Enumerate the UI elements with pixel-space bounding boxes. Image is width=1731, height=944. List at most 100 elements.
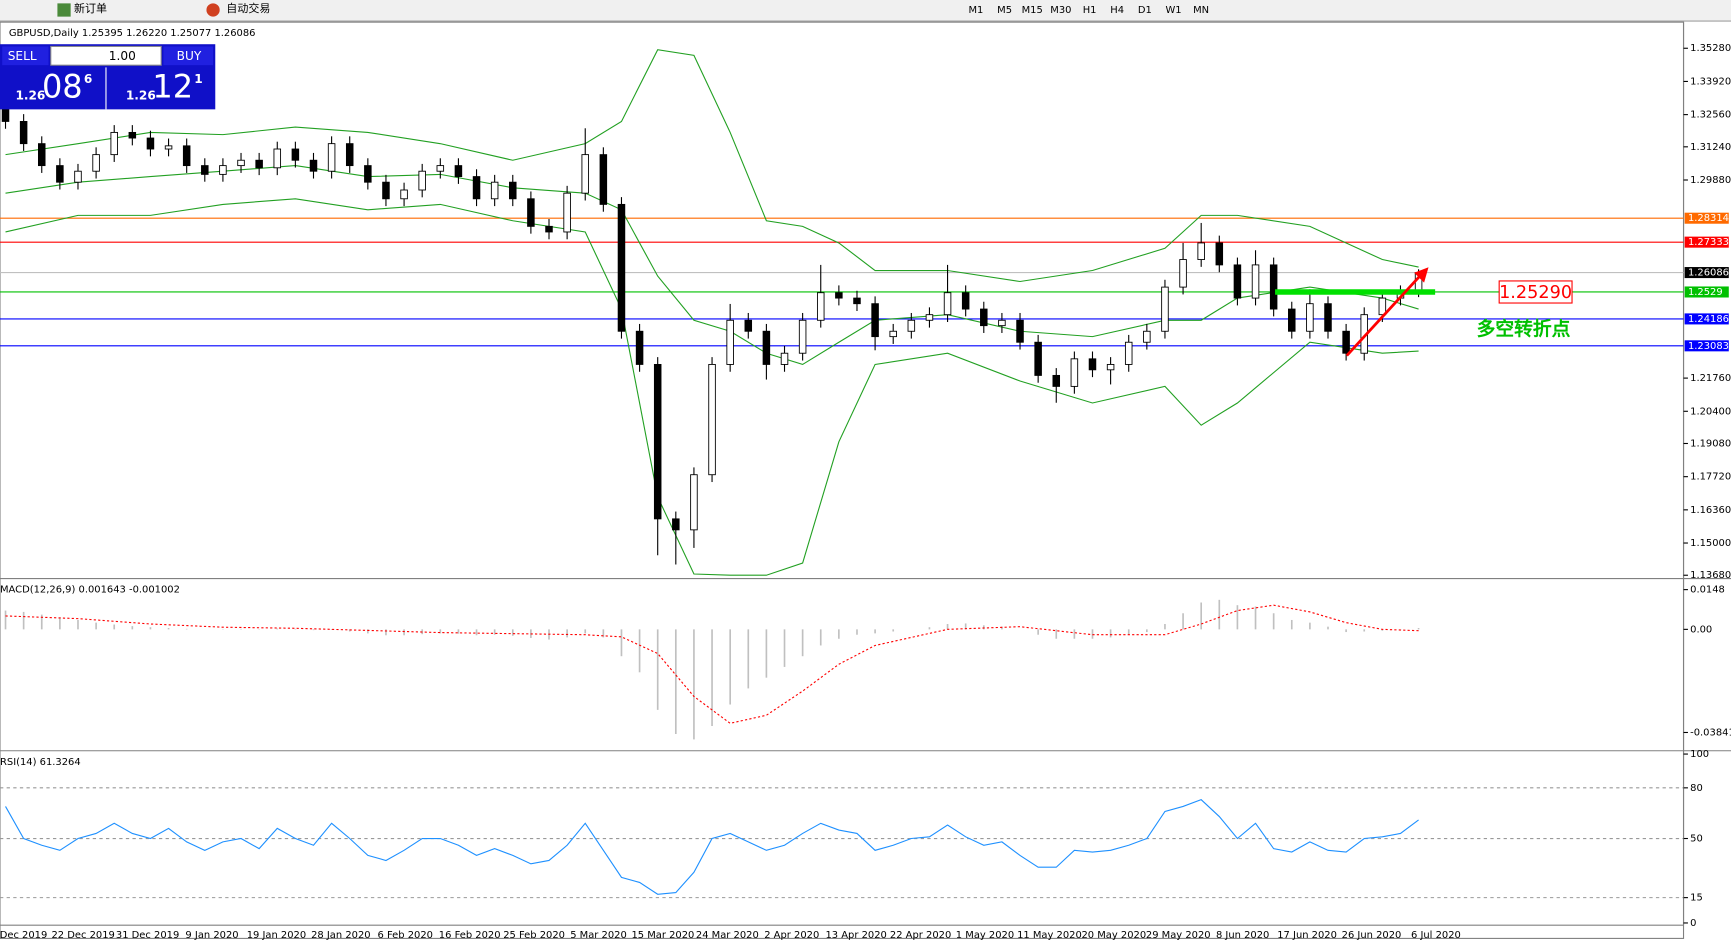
sell-price-big[interactable]: 1.26	[15, 89, 45, 103]
candle-body	[345, 143, 354, 167]
timeframe-button[interactable]: MN	[1193, 5, 1209, 16]
level-label-box	[1684, 267, 1729, 279]
candle-body	[762, 330, 771, 365]
pivot-label-box	[1498, 280, 1573, 304]
candle-body	[527, 198, 535, 227]
timeframe-button[interactable]: H1	[1083, 5, 1097, 16]
candle-body	[1124, 341, 1133, 365]
candle-body	[273, 148, 282, 169]
candle-body	[382, 181, 390, 200]
x-tick-label: 2 Dec 2019	[0, 930, 47, 941]
timeframe-button[interactable]: M15	[1022, 5, 1043, 16]
candle-body	[291, 148, 300, 161]
sell-price-fraction[interactable]: 6	[84, 72, 92, 86]
new-order-icon[interactable]	[57, 3, 71, 17]
x-tick-label: 15 Mar 2020	[631, 930, 694, 941]
candle-body	[1070, 358, 1079, 387]
candle-body	[19, 121, 28, 145]
candle-body	[653, 363, 662, 520]
y-tick-label: 1.15000	[1690, 538, 1731, 549]
lots-input[interactable]	[50, 45, 162, 66]
candle-body	[1324, 303, 1332, 332]
candle-body	[816, 292, 825, 321]
candle-body	[853, 297, 861, 305]
candle-body	[509, 181, 517, 200]
y-tick-label: 50	[1690, 834, 1703, 845]
x-tick-label: 16 Feb 2020	[439, 930, 501, 941]
candle-body	[581, 154, 589, 194]
candle-body	[961, 292, 970, 310]
candle-body	[889, 330, 897, 338]
x-tick-label: 29 May 2020	[1146, 930, 1211, 941]
candle-body	[1179, 259, 1187, 288]
candle-body	[1269, 264, 1278, 310]
y-tick-label: 80	[1690, 783, 1703, 794]
trend-arrow-head	[1414, 267, 1429, 283]
candle-body	[1052, 374, 1061, 387]
candle-body	[635, 330, 644, 365]
auto-trading-icon[interactable]	[206, 3, 220, 17]
auto-trading-button[interactable]: 自动交易	[226, 1, 270, 15]
timeframe-button[interactable]: M30	[1050, 5, 1071, 16]
level-label-box	[1684, 340, 1729, 352]
candle-body	[907, 319, 916, 332]
candle-body	[219, 165, 227, 175]
timeframe-button[interactable]: D1	[1138, 5, 1152, 16]
candle-body	[37, 143, 46, 167]
candle-body	[1016, 319, 1024, 343]
timeframe-button[interactable]: M1	[968, 5, 983, 16]
candle-body	[110, 131, 118, 156]
candle-body	[835, 292, 843, 299]
y-tick-label: 1.29880	[1690, 175, 1731, 186]
y-tick-label: 0.00	[1690, 624, 1712, 635]
candle-body	[182, 145, 191, 167]
candle-body	[490, 181, 499, 200]
candle-body	[309, 159, 318, 172]
candle-body	[690, 474, 698, 531]
candle-body	[364, 165, 372, 183]
buy-price-big[interactable]: 1.26	[126, 89, 156, 103]
y-tick-label: 1.33920	[1690, 76, 1731, 87]
y-tick-label: 15	[1690, 893, 1703, 904]
candle-body	[418, 170, 426, 191]
level-label: 1.27333	[1688, 237, 1729, 248]
y-tick-label: 1.19080	[1690, 438, 1731, 449]
sell-price-pips[interactable]: 08	[42, 67, 83, 105]
timeframe-button[interactable]: H4	[1110, 5, 1124, 16]
candle-body	[1088, 358, 1097, 371]
pivot-note: 多空转折点	[1477, 317, 1571, 340]
timeframe-button[interactable]: M5	[997, 5, 1012, 16]
lots-value[interactable]: 1.00	[109, 49, 136, 63]
x-tick-label: 25 Feb 2020	[503, 930, 565, 941]
x-tick-label: 2 Apr 2020	[764, 930, 819, 941]
candle-body	[454, 165, 463, 178]
sell-button[interactable]	[2, 46, 49, 66]
candle-body	[1342, 330, 1350, 354]
x-tick-label: 11 May 2020	[1017, 930, 1082, 941]
x-tick-label: 24 Mar 2020	[696, 930, 759, 941]
x-tick-label: 20 May 2020	[1081, 930, 1146, 941]
buy-label[interactable]: BUY	[177, 49, 202, 63]
candle-body	[1143, 330, 1151, 343]
x-tick-label: 19 Jan 2020	[247, 930, 306, 941]
y-tick-label: -0.038415	[1690, 727, 1731, 738]
x-tick-label: 17 Jun 2020	[1277, 930, 1337, 941]
candle-body	[128, 131, 137, 139]
level-label-box	[1684, 212, 1729, 224]
y-tick-label: 1.21760	[1690, 373, 1731, 384]
candle-body	[255, 159, 263, 169]
x-tick-label: 22 Dec 2019	[51, 930, 114, 941]
buy-price-pips[interactable]: 12	[152, 67, 193, 105]
candle-body	[925, 314, 934, 321]
sell-label[interactable]: SELL	[8, 49, 37, 63]
y-tick-label: 1.16360	[1690, 505, 1731, 516]
buy-button[interactable]	[163, 46, 214, 66]
candle-body	[1233, 264, 1242, 299]
x-tick-label: 13 Apr 2020	[825, 930, 886, 941]
x-tick-label: 8 Jun 2020	[1216, 930, 1269, 941]
buy-price-fraction[interactable]: 1	[194, 72, 202, 86]
new-order-button[interactable]: 新订单	[74, 1, 107, 15]
timeframe-button[interactable]: W1	[1165, 5, 1181, 16]
